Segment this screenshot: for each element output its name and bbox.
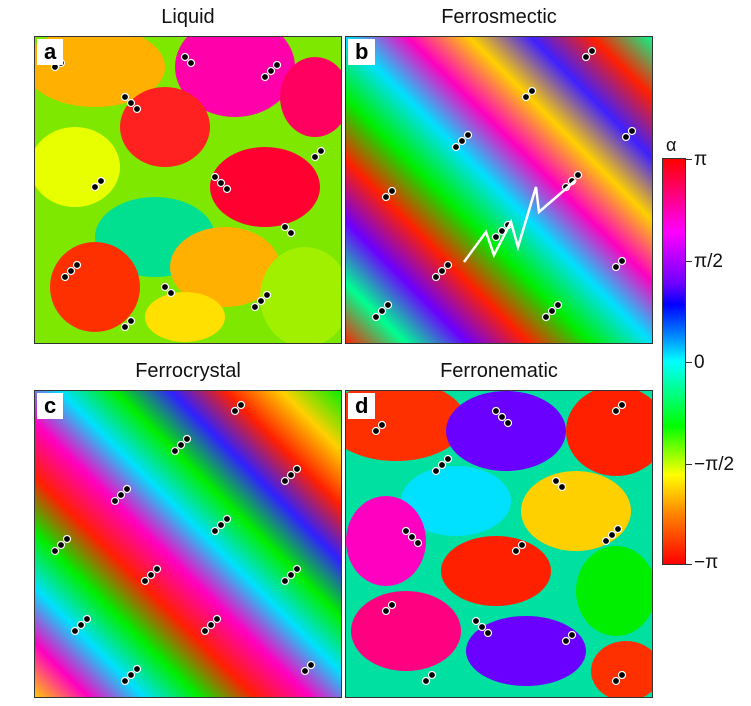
colorbar-symbol: α <box>666 135 677 155</box>
panel-a: a <box>34 36 342 344</box>
panel-b-title: Ferrosmectic <box>441 6 557 28</box>
panel-c: c <box>34 390 342 698</box>
colorbar-tick <box>686 362 692 363</box>
colorbar-tick-label: π <box>694 149 708 170</box>
colorbar-tick <box>686 159 692 160</box>
colorbar <box>662 158 686 565</box>
colorbar-tick <box>686 261 692 262</box>
panel-a-label: a <box>37 39 64 65</box>
colorbar-tick-label: 0 <box>694 352 705 373</box>
panel-a-image <box>35 37 341 343</box>
panel-d-image <box>346 391 652 697</box>
panel-d: d <box>345 390 653 698</box>
colorbar-tick-label: π/2 <box>694 251 723 272</box>
panel-d-domains <box>346 391 652 697</box>
panel-c-image <box>35 391 341 697</box>
colorbar-tick <box>686 464 692 465</box>
panel-b: b <box>345 36 653 344</box>
colorbar-tick <box>686 564 692 565</box>
panel-a-title: Liquid <box>161 6 215 28</box>
panel-b-label: b <box>348 39 376 65</box>
colorbar-tick-label: −π <box>694 552 719 573</box>
panel-d-label: d <box>348 393 376 419</box>
panel-c-title: Ferrocrystal <box>135 360 241 382</box>
panel-d-particles <box>371 400 627 686</box>
panel-c-particles <box>50 400 316 686</box>
zigzag-line <box>462 179 577 263</box>
panel-a-particles <box>50 52 326 332</box>
panel-d-title: Ferronematic <box>440 360 558 382</box>
colorbar-tick-label: −π/2 <box>694 454 735 475</box>
panel-c-label: c <box>37 393 64 419</box>
panel-b-image <box>346 37 652 343</box>
